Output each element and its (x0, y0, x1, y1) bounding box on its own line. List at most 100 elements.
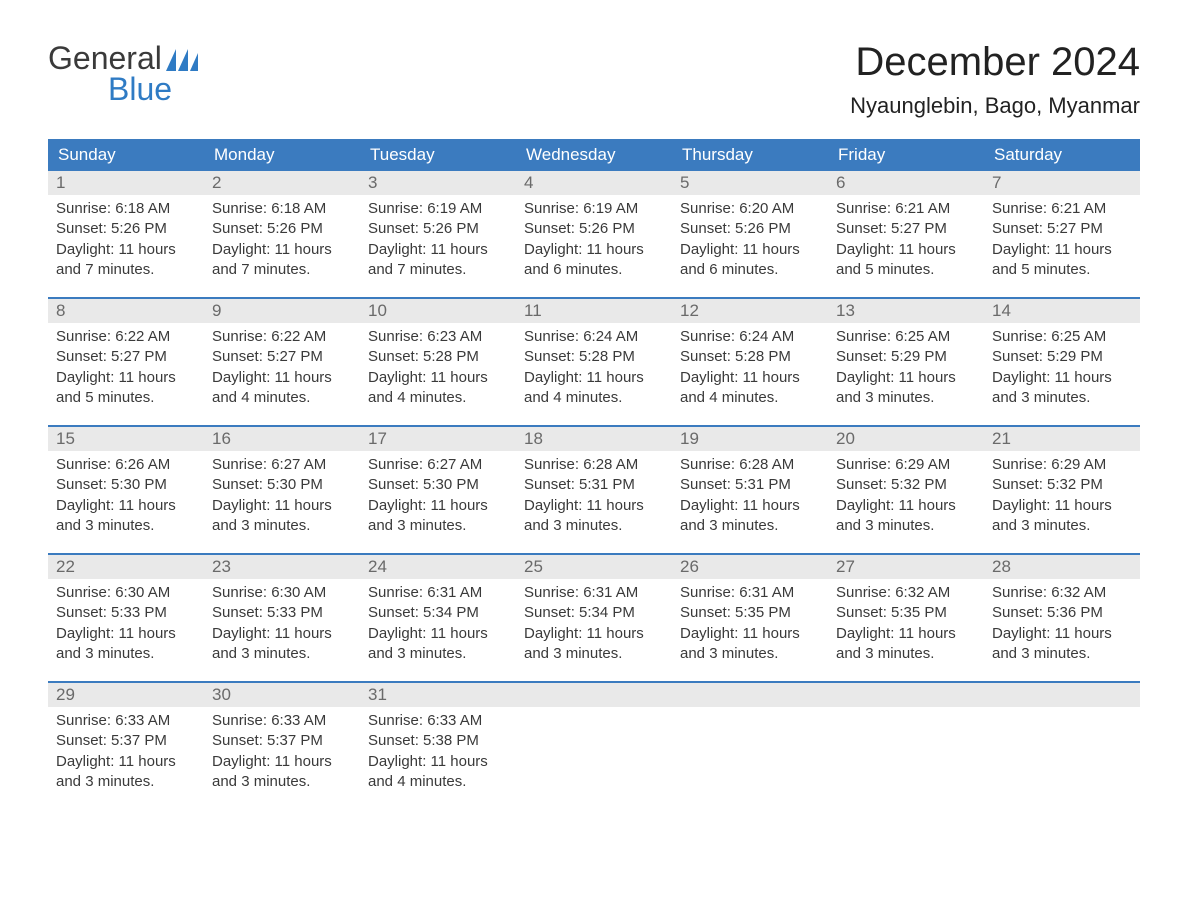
day-number: 19 (672, 427, 828, 451)
day-number: 13 (828, 299, 984, 323)
calendar-day: 9Sunrise: 6:22 AMSunset: 5:27 PMDaylight… (204, 299, 360, 425)
sunset-line: Sunset: 5:32 PM (992, 475, 1132, 495)
day-number: . (984, 683, 1140, 707)
day-number: 6 (828, 171, 984, 195)
sunset-line: Sunset: 5:26 PM (56, 219, 196, 239)
brand-word2: Blue (108, 71, 198, 108)
sunset-line: Sunset: 5:29 PM (992, 347, 1132, 367)
sunrise-line: Sunrise: 6:29 AM (836, 455, 976, 475)
daylight-line: Daylight: 11 hours and 6 minutes. (524, 240, 664, 281)
calendar-day: 28Sunrise: 6:32 AMSunset: 5:36 PMDayligh… (984, 555, 1140, 681)
sunset-line: Sunset: 5:27 PM (992, 219, 1132, 239)
weekday-header: Friday (828, 139, 984, 171)
day-number: 8 (48, 299, 204, 323)
sunset-line: Sunset: 5:35 PM (836, 603, 976, 623)
sunset-line: Sunset: 5:31 PM (524, 475, 664, 495)
sunrise-line: Sunrise: 6:30 AM (212, 583, 352, 603)
weekday-header: Sunday (48, 139, 204, 171)
calendar-day: 15Sunrise: 6:26 AMSunset: 5:30 PMDayligh… (48, 427, 204, 553)
day-details: Sunrise: 6:21 AMSunset: 5:27 PMDaylight:… (984, 195, 1140, 288)
daylight-line: Daylight: 11 hours and 4 minutes. (368, 368, 508, 409)
sunrise-line: Sunrise: 6:28 AM (524, 455, 664, 475)
day-number: 31 (360, 683, 516, 707)
calendar-day: 10Sunrise: 6:23 AMSunset: 5:28 PMDayligh… (360, 299, 516, 425)
weekday-header: Thursday (672, 139, 828, 171)
calendar-week: 29Sunrise: 6:33 AMSunset: 5:37 PMDayligh… (48, 681, 1140, 809)
calendar-day: 4Sunrise: 6:19 AMSunset: 5:26 PMDaylight… (516, 171, 672, 297)
sunrise-line: Sunrise: 6:30 AM (56, 583, 196, 603)
flag-icon (166, 42, 198, 64)
sunrise-line: Sunrise: 6:19 AM (368, 199, 508, 219)
sunset-line: Sunset: 5:31 PM (680, 475, 820, 495)
calendar-week: 22Sunrise: 6:30 AMSunset: 5:33 PMDayligh… (48, 553, 1140, 681)
day-details: Sunrise: 6:23 AMSunset: 5:28 PMDaylight:… (360, 323, 516, 416)
day-number: 18 (516, 427, 672, 451)
day-details: Sunrise: 6:31 AMSunset: 5:34 PMDaylight:… (516, 579, 672, 672)
daylight-line: Daylight: 11 hours and 3 minutes. (836, 624, 976, 665)
daylight-line: Daylight: 11 hours and 4 minutes. (212, 368, 352, 409)
sunrise-line: Sunrise: 6:27 AM (212, 455, 352, 475)
day-number: 17 (360, 427, 516, 451)
sunset-line: Sunset: 5:26 PM (212, 219, 352, 239)
sunset-line: Sunset: 5:30 PM (56, 475, 196, 495)
daylight-line: Daylight: 11 hours and 3 minutes. (992, 496, 1132, 537)
daylight-line: Daylight: 11 hours and 3 minutes. (992, 624, 1132, 665)
calendar-week: 15Sunrise: 6:26 AMSunset: 5:30 PMDayligh… (48, 425, 1140, 553)
sunset-line: Sunset: 5:27 PM (56, 347, 196, 367)
daylight-line: Daylight: 11 hours and 3 minutes. (368, 624, 508, 665)
sunset-line: Sunset: 5:30 PM (212, 475, 352, 495)
day-number: 21 (984, 427, 1140, 451)
sunset-line: Sunset: 5:29 PM (836, 347, 976, 367)
sunrise-line: Sunrise: 6:32 AM (836, 583, 976, 603)
day-number: 22 (48, 555, 204, 579)
day-number: 3 (360, 171, 516, 195)
weekday-header-row: SundayMondayTuesdayWednesdayThursdayFrid… (48, 139, 1140, 171)
daylight-line: Daylight: 11 hours and 3 minutes. (524, 624, 664, 665)
calendar-day: 24Sunrise: 6:31 AMSunset: 5:34 PMDayligh… (360, 555, 516, 681)
calendar-day: 27 Sunrise: 6:32 AMSunset: 5:35 PMDayligh… (828, 555, 984, 681)
calendar-day: 17Sunrise: 6:27 AMSunset: 5:30 PMDayligh… (360, 427, 516, 553)
weekday-header: Wednesday (516, 139, 672, 171)
weekday-header: Tuesday (360, 139, 516, 171)
day-number: 11 (516, 299, 672, 323)
day-number: 7 (984, 171, 1140, 195)
day-number: 9 (204, 299, 360, 323)
day-details: Sunrise: 6:33 AMSunset: 5:37 PMDaylight:… (204, 707, 360, 800)
daylight-line: Daylight: 11 hours and 7 minutes. (56, 240, 196, 281)
daylight-line: Daylight: 11 hours and 3 minutes. (836, 496, 976, 537)
sunrise-line: Sunrise: 6:20 AM (680, 199, 820, 219)
daylight-line: Daylight: 11 hours and 3 minutes. (524, 496, 664, 537)
sunrise-line: Sunrise: 6:33 AM (212, 711, 352, 731)
day-number: 10 (360, 299, 516, 323)
month-title: December 2024 (850, 40, 1140, 85)
day-details: Sunrise: 6:26 AMSunset: 5:30 PMDaylight:… (48, 451, 204, 544)
sunrise-line: Sunrise: 6:25 AM (992, 327, 1132, 347)
day-details: Sunrise: 6:31 AMSunset: 5:35 PMDaylight:… (672, 579, 828, 672)
day-number: 23 (204, 555, 360, 579)
day-details: Sunrise: 6:27 AMSunset: 5:30 PMDaylight:… (360, 451, 516, 544)
day-details: Sunrise: 6:24 AMSunset: 5:28 PMDaylight:… (672, 323, 828, 416)
day-number: . (516, 683, 672, 707)
daylight-line: Daylight: 11 hours and 5 minutes. (992, 240, 1132, 281)
day-number: 27 (828, 555, 984, 579)
weekday-header: Monday (204, 139, 360, 171)
sunrise-line: Sunrise: 6:21 AM (992, 199, 1132, 219)
day-number: 5 (672, 171, 828, 195)
day-details: Sunrise: 6:19 AMSunset: 5:26 PMDaylight:… (516, 195, 672, 288)
sunrise-line: Sunrise: 6:29 AM (992, 455, 1132, 475)
day-number: 30 (204, 683, 360, 707)
day-details: Sunrise: 6:29 AMSunset: 5:32 PMDaylight:… (984, 451, 1140, 544)
calendar-day: 31Sunrise: 6:33 AMSunset: 5:38 PMDayligh… (360, 683, 516, 809)
sunrise-line: Sunrise: 6:21 AM (836, 199, 976, 219)
sunset-line: Sunset: 5:27 PM (836, 219, 976, 239)
daylight-line: Daylight: 11 hours and 6 minutes. (680, 240, 820, 281)
calendar-day: 14Sunrise: 6:25 AMSunset: 5:29 PMDayligh… (984, 299, 1140, 425)
sunrise-line: Sunrise: 6:28 AM (680, 455, 820, 475)
day-number: 20 (828, 427, 984, 451)
sunset-line: Sunset: 5:26 PM (368, 219, 508, 239)
calendar-day: 16Sunrise: 6:27 AMSunset: 5:30 PMDayligh… (204, 427, 360, 553)
sunset-line: Sunset: 5:35 PM (680, 603, 820, 623)
day-details: Sunrise: 6:29 AMSunset: 5:32 PMDaylight:… (828, 451, 984, 544)
sunset-line: Sunset: 5:28 PM (524, 347, 664, 367)
daylight-line: Daylight: 11 hours and 3 minutes. (680, 624, 820, 665)
